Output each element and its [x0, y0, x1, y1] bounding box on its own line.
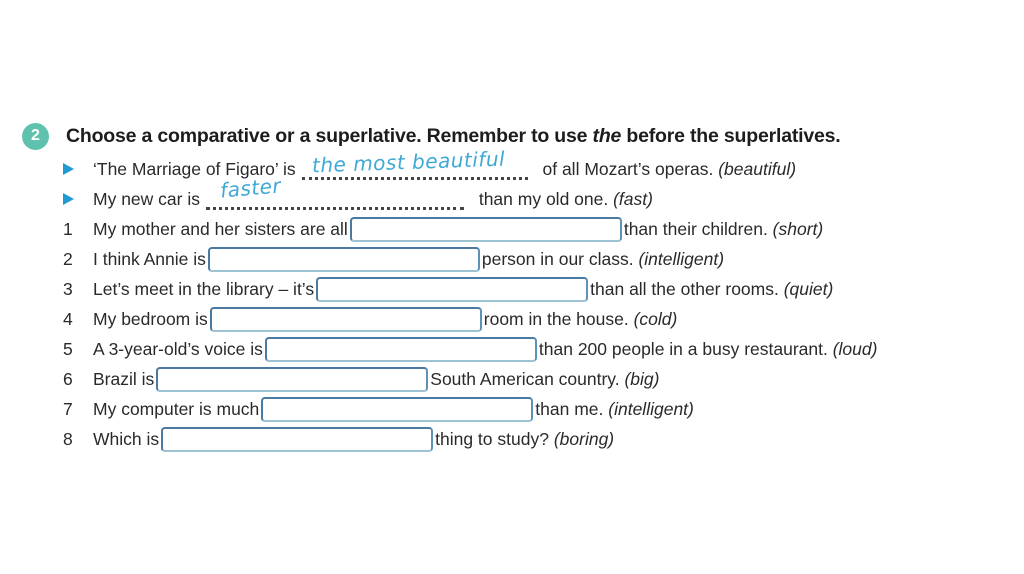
- question-text-before: I think Annie is: [93, 248, 206, 269]
- word-hint: (big): [624, 368, 660, 389]
- question-row-3: 3 Let’s meet in the library – it’s than …: [22, 274, 1012, 304]
- item-number: 3: [63, 278, 73, 299]
- question-row-8: 8 Which is thing to study? (boring): [22, 424, 1012, 454]
- question-text-after: than their children.: [623, 218, 773, 239]
- item-number: 4: [63, 308, 73, 329]
- question-text-before: Let’s meet in the library – it’s: [93, 278, 315, 299]
- example-row-2: My new car is faster than my old one. (f…: [22, 173, 1012, 214]
- word-hint: (short): [772, 218, 824, 239]
- word-hint: (intelligent): [638, 248, 725, 269]
- item-number: 7: [63, 398, 73, 419]
- answer-input-8[interactable]: [161, 426, 434, 452]
- answer-input-4[interactable]: [209, 306, 482, 332]
- answer-input-3[interactable]: [316, 276, 589, 302]
- question-text-before: My bedroom is: [93, 308, 208, 329]
- question-text-after: than all the other rooms.: [590, 278, 784, 299]
- example-text-after: than my old one.: [473, 188, 614, 209]
- word-hint: (fast): [613, 188, 653, 209]
- question-text-after: South American country.: [430, 368, 625, 389]
- answer-input-5[interactable]: [264, 336, 537, 362]
- word-hint: (cold): [633, 308, 678, 329]
- arrow-bullet-icon: [63, 193, 74, 205]
- question-text-before: A 3-year-old’s voice is: [93, 338, 263, 359]
- exercise-heading: 2 Choose a comparative or a superlative.…: [22, 120, 1012, 152]
- question-row-6: 6 Brazil is South American country. (big…: [22, 364, 1012, 394]
- item-number: 6: [63, 368, 73, 389]
- example-row-1: ‘The Marriage of Figaro’ is the most bea…: [22, 146, 1012, 184]
- dotted-answer-line: faster: [205, 173, 464, 210]
- question-text-before: My mother and her sisters are all: [93, 218, 348, 239]
- exercise-number-badge: 2: [22, 122, 49, 150]
- question-text-before: Brazil is: [93, 368, 155, 389]
- arrow-bullet-icon: [63, 163, 74, 175]
- item-number: 2: [63, 248, 73, 269]
- question-row-5: 5 A 3-year-old’s voice is than 200 peopl…: [22, 334, 1012, 364]
- question-row-2: 2 I think Annie is person in our class. …: [22, 244, 1012, 274]
- question-text-after: than me.: [535, 398, 609, 419]
- question-text-after: person in our class.: [481, 248, 639, 269]
- example-text-before: My new car is: [93, 188, 200, 209]
- item-number: 1: [63, 218, 73, 239]
- question-row-7: 7 My computer is much than me. (intellig…: [22, 394, 1012, 424]
- answer-input-1[interactable]: [349, 216, 622, 242]
- word-hint: (beautiful): [718, 158, 797, 179]
- title-pre: Choose a comparative or a superlative. R…: [66, 124, 593, 147]
- word-hint: (intelligent): [608, 398, 694, 419]
- example-text-before: ‘The Marriage of Figaro’ is: [93, 158, 296, 179]
- answer-input-7[interactable]: [261, 396, 534, 422]
- item-number: 5: [63, 338, 73, 359]
- answer-input-2[interactable]: [207, 246, 480, 272]
- question-row-1: 1 My mother and her sisters are all than…: [22, 214, 1012, 244]
- answer-input-6[interactable]: [156, 366, 429, 392]
- example-text-after: of all Mozart’s operas.: [537, 158, 719, 179]
- bullet-marker: [63, 163, 93, 175]
- question-text-after: than 200 people in a busy restaurant.: [538, 338, 833, 359]
- bullet-marker: [63, 193, 93, 205]
- word-hint: (boring): [553, 428, 615, 449]
- question-text-after: thing to study?: [435, 428, 554, 449]
- item-number: 8: [63, 428, 73, 449]
- title-post: before the superlatives.: [621, 124, 841, 147]
- handwritten-answer: faster: [219, 172, 282, 203]
- exercise-title: Choose a comparative or a superlative. R…: [66, 125, 841, 148]
- question-row-4: 4 My bedroom is room in the house. (cold…: [22, 304, 1012, 334]
- exercise-2-block: 2 Choose a comparative or a superlative.…: [22, 120, 1012, 454]
- question-text-after: room in the house.: [483, 308, 634, 329]
- question-text-before: My computer is much: [93, 398, 260, 419]
- word-hint: (quiet): [783, 278, 834, 299]
- title-italic-the: the: [592, 124, 622, 147]
- question-text-before: Which is: [93, 428, 160, 449]
- word-hint: (loud): [832, 338, 878, 359]
- dotted-answer-line: the most beautiful: [301, 146, 528, 180]
